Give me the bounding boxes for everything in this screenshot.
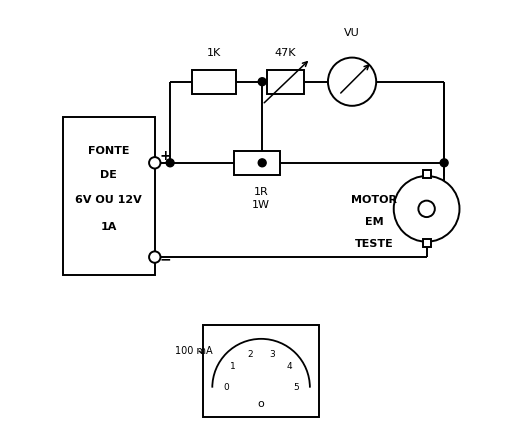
Circle shape bbox=[258, 159, 266, 167]
Bar bbox=[63, 117, 155, 274]
Text: 47K: 47K bbox=[275, 48, 296, 58]
Text: 2: 2 bbox=[248, 350, 253, 359]
Text: TESTE: TESTE bbox=[355, 239, 393, 249]
Text: EM: EM bbox=[365, 217, 383, 227]
Text: 5: 5 bbox=[293, 383, 299, 392]
Bar bbox=[423, 170, 431, 178]
Circle shape bbox=[149, 251, 161, 263]
Circle shape bbox=[328, 58, 376, 106]
Text: 4: 4 bbox=[287, 362, 292, 372]
Text: 3: 3 bbox=[269, 350, 275, 359]
Text: 1W: 1W bbox=[252, 200, 270, 210]
Text: DE: DE bbox=[100, 170, 117, 180]
Circle shape bbox=[149, 157, 161, 169]
Bar bbox=[192, 70, 236, 94]
Bar bbox=[423, 239, 431, 247]
Circle shape bbox=[394, 176, 460, 242]
Bar bbox=[233, 151, 280, 175]
Text: 6V OU 12V: 6V OU 12V bbox=[75, 195, 142, 206]
Text: VU: VU bbox=[344, 28, 360, 38]
Text: +: + bbox=[160, 149, 172, 163]
Bar bbox=[203, 325, 319, 417]
Circle shape bbox=[419, 201, 435, 217]
Text: 1A: 1A bbox=[100, 222, 117, 232]
Text: o: o bbox=[258, 399, 265, 409]
Text: MOTOR: MOTOR bbox=[351, 195, 397, 205]
Text: 1: 1 bbox=[230, 362, 236, 372]
Text: 100 mA: 100 mA bbox=[175, 346, 212, 356]
Text: −: − bbox=[160, 252, 172, 266]
Bar bbox=[267, 70, 304, 94]
Text: 0: 0 bbox=[223, 383, 229, 392]
Text: 1R: 1R bbox=[254, 187, 268, 197]
Text: FONTE: FONTE bbox=[88, 147, 129, 156]
Circle shape bbox=[258, 78, 266, 86]
Circle shape bbox=[440, 159, 448, 167]
Circle shape bbox=[166, 159, 174, 167]
Text: 1K: 1K bbox=[207, 48, 221, 58]
